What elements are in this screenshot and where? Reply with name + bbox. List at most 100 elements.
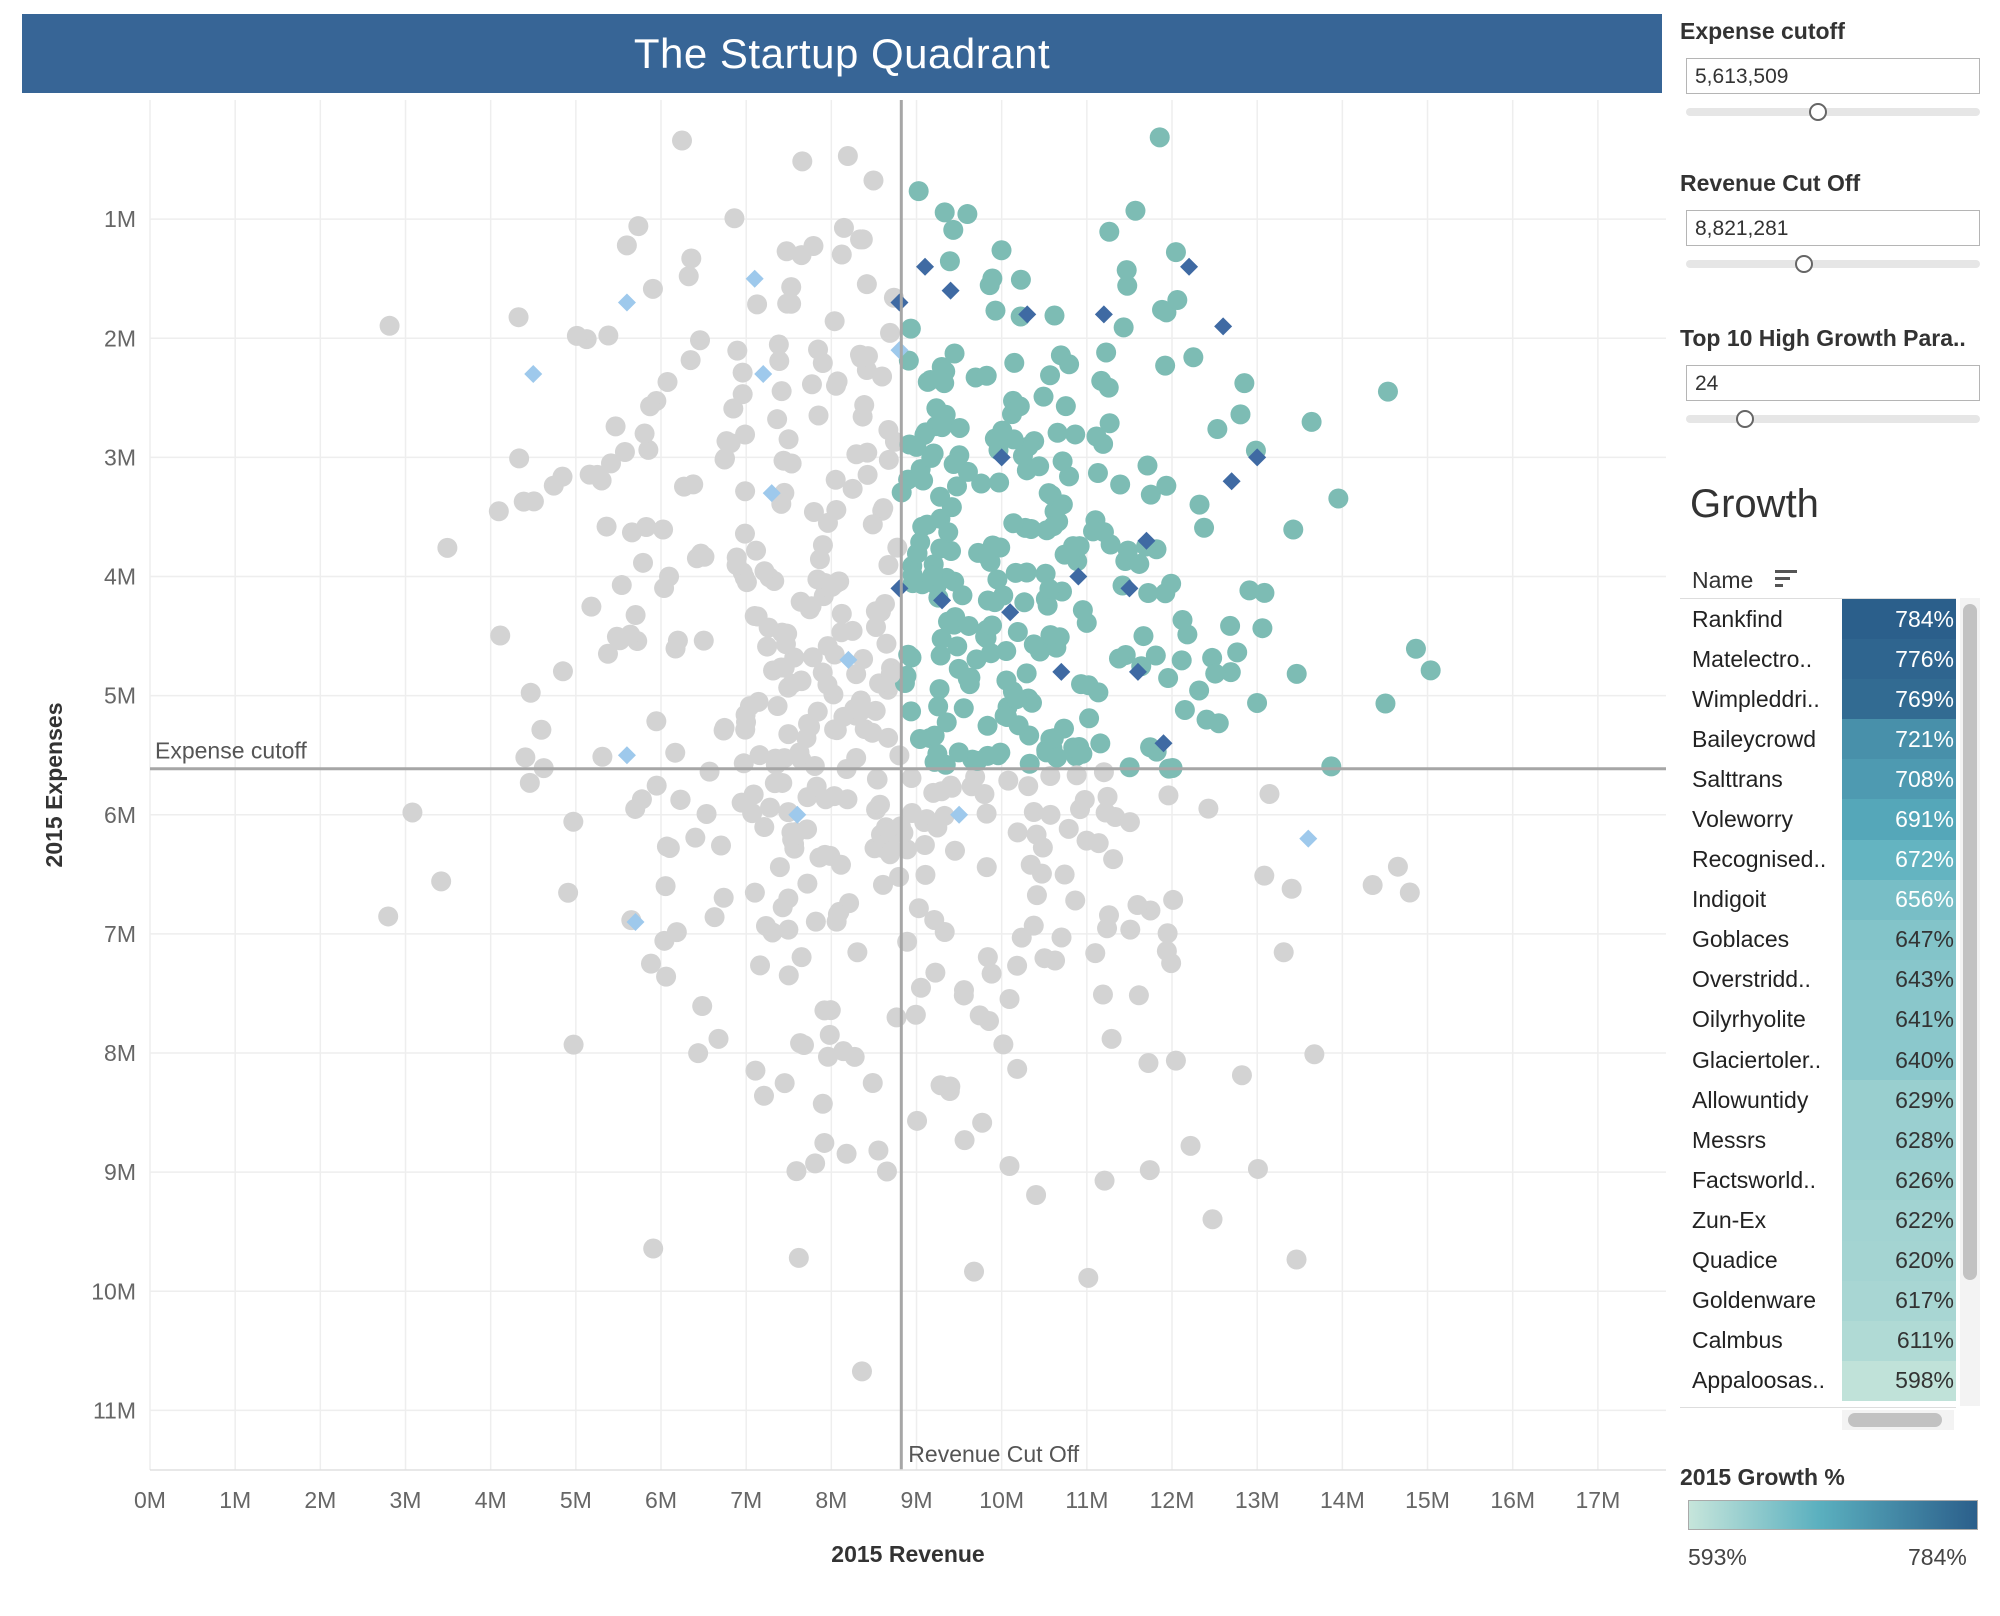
data-point[interactable] — [778, 724, 799, 745]
data-point[interactable] — [667, 630, 688, 651]
table-row[interactable]: Salttrans 708% — [1680, 759, 1956, 800]
data-point[interactable] — [865, 601, 886, 622]
top-growth-point-outside[interactable] — [626, 913, 645, 931]
data-point[interactable] — [520, 682, 541, 703]
data-point[interactable] — [1103, 849, 1124, 870]
data-point[interactable] — [1286, 1249, 1307, 1270]
data-point[interactable] — [833, 217, 854, 238]
data-point[interactable] — [1054, 864, 1075, 885]
top-growth-point[interactable] — [1137, 531, 1156, 550]
data-point[interactable] — [791, 947, 812, 968]
top-growth-point[interactable] — [890, 579, 909, 598]
data-point[interactable] — [930, 538, 951, 559]
data-point[interactable] — [934, 373, 955, 394]
data-point[interactable] — [908, 181, 929, 202]
data-point[interactable] — [889, 745, 910, 766]
data-point[interactable] — [803, 501, 824, 522]
data-point[interactable] — [1003, 513, 1024, 534]
data-point[interactable] — [824, 311, 845, 332]
data-point[interactable] — [815, 789, 836, 810]
data-point[interactable] — [865, 616, 886, 637]
top-growth-point-outside[interactable] — [788, 805, 807, 824]
data-point[interactable] — [905, 1004, 926, 1025]
data-point[interactable] — [769, 351, 790, 372]
data-point[interactable] — [909, 728, 930, 749]
data-point[interactable] — [910, 532, 931, 553]
data-point[interactable] — [939, 251, 960, 272]
data-point[interactable] — [865, 700, 886, 721]
data-point[interactable] — [1156, 475, 1177, 496]
data-point[interactable] — [991, 240, 1012, 261]
data-point[interactable] — [1050, 345, 1071, 366]
growth-table-horizontal-scrollbar[interactable] — [1842, 1410, 1954, 1430]
data-point[interactable] — [998, 770, 1019, 791]
data-point[interactable] — [902, 564, 923, 585]
data-point[interactable] — [925, 962, 946, 983]
data-point[interactable] — [1189, 680, 1210, 701]
data-point[interactable] — [926, 398, 947, 419]
data-point[interactable] — [1281, 878, 1302, 899]
top-growth-point[interactable] — [1120, 579, 1139, 598]
data-point[interactable] — [1116, 260, 1137, 281]
data-point[interactable] — [1012, 445, 1033, 466]
data-point[interactable] — [947, 636, 968, 657]
data-point[interactable] — [727, 340, 748, 361]
data-point[interactable] — [1093, 762, 1114, 783]
data-point[interactable] — [976, 365, 997, 386]
data-point[interactable] — [817, 1046, 838, 1067]
top-growth-point[interactable] — [1214, 317, 1233, 336]
data-point[interactable] — [710, 835, 731, 856]
data-point[interactable] — [880, 844, 901, 865]
data-point[interactable] — [768, 334, 789, 355]
data-point[interactable] — [1019, 753, 1040, 774]
data-point[interactable] — [1029, 456, 1050, 477]
data-point[interactable] — [977, 947, 998, 968]
data-point[interactable] — [807, 701, 828, 722]
data-point[interactable] — [1043, 728, 1064, 749]
data-point[interactable] — [953, 985, 974, 1006]
data-point[interactable] — [778, 965, 799, 986]
table-row[interactable]: Baileycrowd 721% — [1680, 719, 1956, 760]
data-point[interactable] — [1059, 466, 1080, 487]
data-point[interactable] — [1120, 919, 1141, 940]
data-point[interactable] — [781, 277, 802, 298]
data-point[interactable] — [1137, 455, 1158, 476]
top-growth-point-outside[interactable] — [950, 805, 969, 824]
data-point[interactable] — [1149, 127, 1170, 148]
data-point[interactable] — [928, 696, 949, 717]
data-point[interactable] — [1171, 650, 1192, 671]
data-point[interactable] — [993, 1034, 1014, 1055]
data-point[interactable] — [558, 882, 579, 903]
data-point[interactable] — [976, 857, 997, 878]
data-point[interactable] — [867, 769, 888, 790]
data-point[interactable] — [1231, 1065, 1252, 1086]
table-row[interactable]: Goblaces 647% — [1680, 919, 1956, 960]
data-point[interactable] — [807, 569, 828, 590]
data-point[interactable] — [932, 417, 953, 438]
data-point[interactable] — [930, 486, 951, 507]
data-point[interactable] — [1039, 578, 1060, 599]
data-point[interactable] — [1026, 1185, 1047, 1206]
data-point[interactable] — [1254, 865, 1275, 886]
data-point[interactable] — [801, 374, 822, 395]
data-point[interactable] — [1128, 985, 1149, 1006]
data-point[interactable] — [519, 772, 540, 793]
data-point[interactable] — [852, 229, 873, 250]
table-row[interactable]: Rankfind 784% — [1680, 599, 1956, 640]
data-point[interactable] — [656, 836, 677, 857]
data-point[interactable] — [1259, 783, 1280, 804]
data-point[interactable] — [1155, 583, 1176, 604]
data-point[interactable] — [804, 755, 825, 776]
data-point[interactable] — [1058, 818, 1079, 839]
data-point[interactable] — [837, 146, 858, 167]
data-point[interactable] — [1177, 624, 1198, 645]
data-point[interactable] — [1183, 347, 1204, 368]
data-point[interactable] — [984, 592, 1005, 613]
data-point[interactable] — [758, 617, 779, 638]
data-point[interactable] — [625, 798, 646, 819]
data-point[interactable] — [930, 645, 951, 666]
data-point[interactable] — [862, 514, 883, 535]
data-point[interactable] — [714, 449, 735, 470]
data-point[interactable] — [515, 747, 536, 768]
data-point[interactable] — [1092, 984, 1113, 1005]
